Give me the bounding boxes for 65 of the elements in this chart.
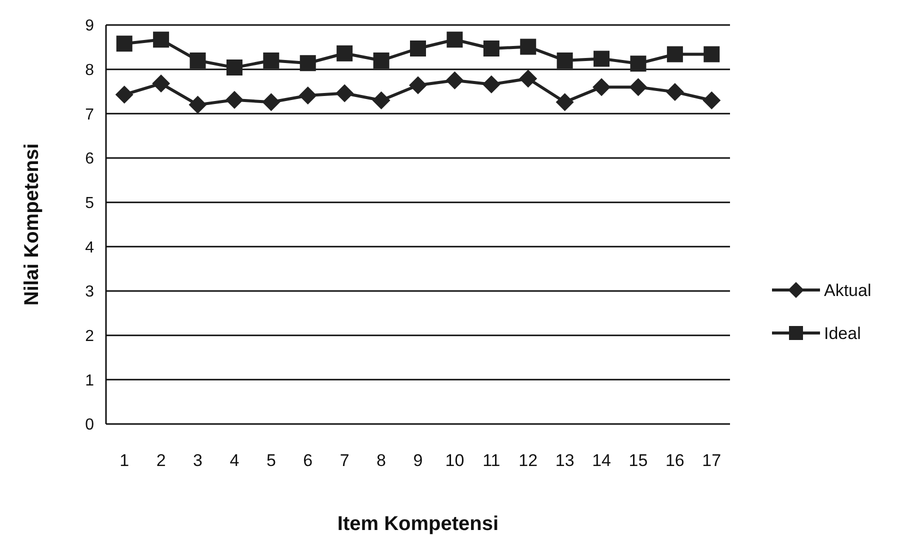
y-tick-label: 1: [85, 372, 94, 390]
x-tick-label: 14: [592, 451, 611, 470]
point: [263, 52, 280, 68]
point: [116, 36, 132, 52]
point: [225, 90, 244, 109]
point: [409, 76, 427, 94]
y-tick-label: 4: [85, 239, 94, 256]
point: [629, 78, 648, 96]
x-tick-label: 4: [230, 451, 240, 470]
y-tick-label: 6: [85, 150, 94, 168]
y-tick-label: 0: [85, 416, 94, 434]
y-tick-label: 9: [85, 18, 94, 35]
x-tick-label: 10: [445, 451, 464, 470]
y-axis-title: Nilai Kompetensi: [21, 143, 43, 306]
x-tick-label: 3: [193, 451, 202, 470]
point: [262, 93, 280, 112]
point: [373, 52, 390, 68]
x-tick-label: 1: [120, 451, 130, 470]
x-tick-label: 2: [156, 451, 166, 470]
y-tick-label: 8: [85, 62, 94, 79]
legend-label: Aktual: [824, 280, 872, 300]
point: [519, 70, 538, 88]
point: [666, 82, 684, 101]
point: [666, 46, 683, 62]
point: [592, 78, 611, 96]
x-tick-label: 15: [628, 451, 648, 470]
point: [298, 86, 317, 104]
point: [336, 45, 353, 62]
point: [300, 55, 316, 72]
point: [702, 91, 721, 110]
y-tick-label: 7: [85, 106, 94, 124]
legend-label: Ideal: [824, 324, 861, 343]
x-tick-label: 11: [482, 451, 500, 470]
x-tick-label: 9: [413, 451, 423, 470]
point: [372, 91, 390, 110]
point: [556, 52, 573, 68]
x-tick-label: 13: [555, 451, 574, 470]
point: [482, 75, 500, 94]
point: [704, 46, 720, 62]
point: [152, 74, 170, 93]
x-tick-label: 6: [303, 451, 313, 470]
x-tick-label: 12: [518, 451, 538, 470]
point: [226, 60, 242, 76]
point: [115, 86, 134, 104]
y-tick-label: 3: [85, 284, 94, 301]
x-tick-label: 5: [266, 451, 276, 470]
x-tick-label: 16: [665, 451, 684, 470]
x-tick-label: 7: [340, 451, 350, 470]
point: [446, 32, 463, 48]
point: [190, 52, 206, 68]
point: [594, 50, 610, 67]
point: [153, 32, 170, 48]
point: [556, 93, 574, 112]
point: [188, 96, 207, 114]
point: [483, 40, 500, 56]
point: [630, 56, 646, 72]
y-tick-label: 2: [85, 328, 94, 345]
point: [520, 38, 536, 55]
x-tick-label: 17: [702, 451, 722, 470]
point: [446, 71, 464, 90]
point: [410, 40, 426, 56]
x-tick-label: 8: [376, 451, 386, 470]
y-tick-label: 5: [85, 194, 94, 212]
x-axis-title: Item Kompetensi: [337, 513, 499, 535]
point: [336, 84, 354, 102]
